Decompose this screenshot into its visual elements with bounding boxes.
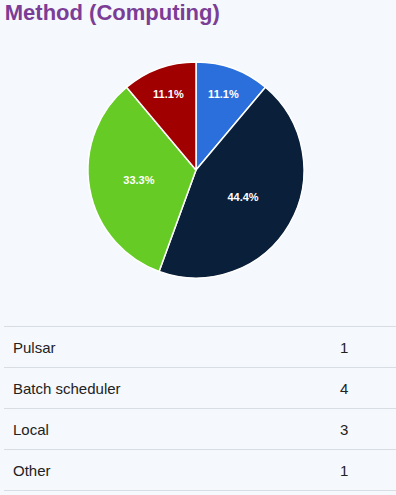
html-text:1: 1 (340, 461, 349, 479)
html-text:Other: Other (13, 461, 51, 479)
html-text:3: 3 (340, 420, 349, 438)
svg-text:44.4%: 44.4% (227, 191, 258, 203)
html-text:4: 4 (340, 379, 349, 397)
svg-text:33.3%: 33.3% (123, 174, 154, 186)
svg-text:Method (Computing): Method (Computing) (5, 0, 220, 25)
svg-text:11.1%: 11.1% (153, 88, 184, 100)
html-text:Local: Local (13, 420, 49, 438)
svg-text:11.1%: 11.1% (208, 88, 239, 100)
html-text:Batch scheduler: Batch scheduler (13, 379, 121, 397)
html-text:1: 1 (340, 338, 349, 356)
html-text:Pulsar: Pulsar (13, 338, 56, 356)
